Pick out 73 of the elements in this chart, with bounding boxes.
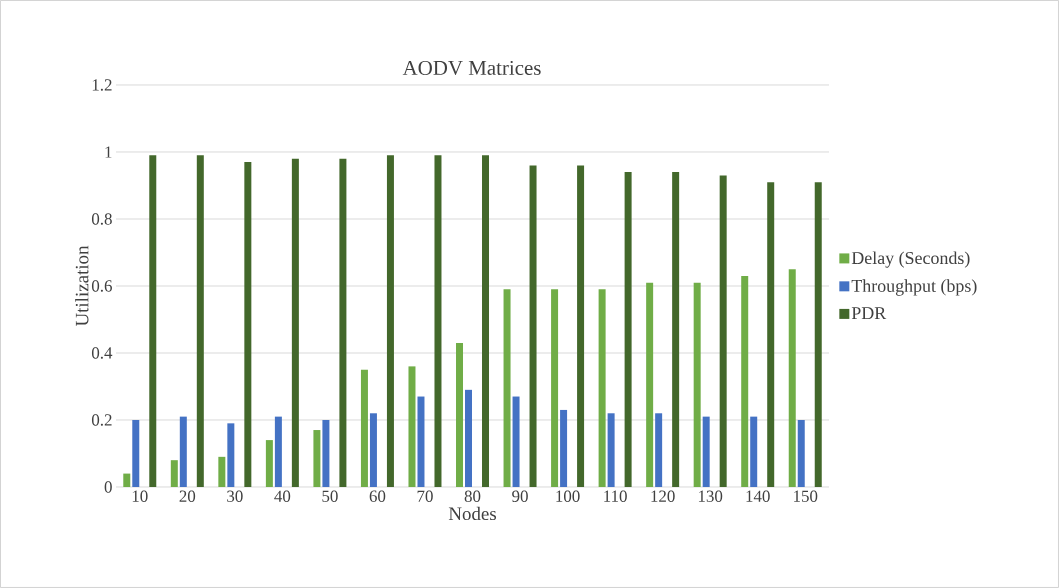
bar (750, 416, 758, 487)
bar (551, 289, 559, 487)
bar (179, 416, 187, 487)
bar (434, 155, 442, 487)
bar (123, 473, 131, 487)
x-tick-label: 60 (369, 490, 386, 502)
bar (196, 155, 204, 487)
bar (132, 419, 140, 487)
bar (227, 423, 235, 487)
bar (560, 409, 568, 487)
bar (797, 419, 805, 487)
x-tick-label: 100 (556, 490, 580, 502)
x-tick-label: 50 (322, 490, 338, 502)
bar (322, 419, 330, 487)
bar (741, 275, 749, 487)
y-axis-title: Utilization (75, 245, 89, 327)
y-tick-label: 0 (104, 481, 112, 493)
bar (456, 342, 464, 487)
bar (482, 155, 490, 487)
bar (244, 162, 252, 487)
y-tick-label: 0.4 (91, 347, 113, 359)
chart-title: AODV Matrices (402, 60, 541, 76)
x-tick-label: 150 (794, 490, 818, 502)
y-tick-label: 0.6 (91, 280, 112, 292)
bar (607, 413, 615, 487)
bar (693, 282, 701, 487)
x-tick-label: 40 (274, 490, 291, 502)
bar (339, 158, 347, 487)
bar (788, 269, 796, 487)
bar (577, 165, 585, 487)
bar (702, 416, 710, 487)
bar (503, 289, 511, 487)
bar (655, 413, 663, 487)
bar (291, 158, 299, 487)
x-tick-label: 80 (464, 490, 481, 502)
bar (265, 440, 273, 487)
y-tick-label: 0.2 (91, 414, 112, 426)
bar (417, 396, 425, 487)
bar (646, 282, 654, 487)
bar (672, 172, 680, 487)
bar (313, 430, 321, 487)
bar (767, 182, 775, 487)
bar (814, 182, 822, 487)
bar (719, 175, 727, 487)
bar (170, 460, 178, 487)
x-tick-label: 20 (179, 490, 196, 502)
bar (218, 456, 226, 487)
bar (624, 172, 632, 487)
x-tick-label: 120 (651, 490, 675, 502)
bar (529, 165, 537, 487)
x-tick-label: 110 (604, 490, 627, 502)
y-tick-label: 1 (105, 146, 112, 158)
bar (149, 155, 157, 487)
bar (465, 389, 473, 487)
x-tick-label: 10 (132, 490, 148, 502)
x-tick-label: 90 (512, 490, 528, 502)
bar (274, 416, 282, 487)
legend-label: PDR (851, 307, 887, 320)
legend-label: Throughput (bps) (851, 279, 977, 296)
y-tick-label: 1.2 (92, 79, 112, 91)
x-tick-label: 130 (698, 490, 723, 502)
x-tick-label: 70 (417, 490, 433, 502)
bar (598, 289, 606, 487)
x-tick-label: 30 (227, 490, 243, 502)
bar (369, 413, 377, 487)
y-tick-label: 0.8 (91, 213, 112, 225)
legend-label: Delay (Seconds) (851, 251, 970, 268)
bar (408, 366, 416, 487)
bar (360, 369, 368, 487)
x-tick-label: 140 (746, 490, 770, 502)
bar (386, 155, 394, 487)
bar (512, 396, 520, 487)
x-axis-title: Nodes (448, 506, 497, 521)
